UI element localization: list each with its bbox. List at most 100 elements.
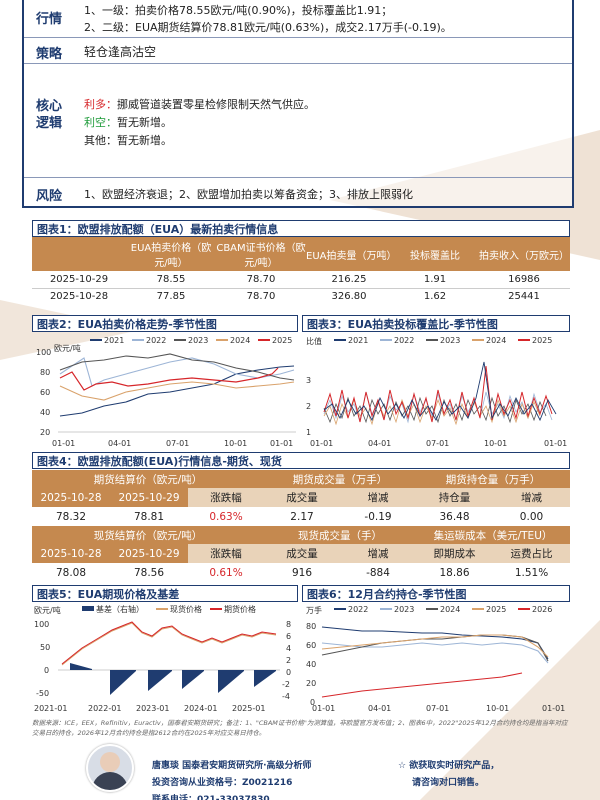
fig5-ytick-3: -50 — [36, 689, 49, 698]
fig2-xtick-1: 04-01 — [108, 439, 131, 448]
promo-line1: ☆ 欲获取实时研究产品， — [398, 761, 500, 771]
fig4-spot-volinc: -884 — [366, 566, 390, 579]
fig6-legend: 2022 2023 2024 2025 2026 — [334, 605, 552, 614]
fig1-r0-c1: 78.70 — [246, 273, 276, 285]
analyst-line1: 唐惠琰 国泰君安期货研究所·高级分析师 — [152, 761, 312, 771]
fig5-xtick-1: 2022-01 — [88, 704, 121, 713]
fig1-r1-c2: 326.80 — [331, 291, 367, 303]
fig2-xtick-2: 07-01 — [166, 439, 189, 448]
fig5-unit: 欧元/吨 — [34, 605, 61, 615]
fig4-spot-chg: 0.61% — [209, 566, 243, 579]
fig5-xtick-3: 2024-01 — [184, 704, 217, 713]
fig5-y2tick-2: 4 — [286, 644, 291, 653]
fig4-fut-chg-label: 涨跌幅 — [188, 488, 264, 507]
fig1-h4: 拍卖收入（万欧元） — [478, 237, 570, 271]
fig1-r1-c4: 25441 — [508, 291, 540, 303]
fig5-legend-2: 期货价格 — [224, 604, 256, 614]
fig4-fut-oiinc: 0.00 — [519, 510, 544, 523]
row-hangqing: 行情 1、一级：拍卖价格78.55欧元/吨(0.90%)，投标覆盖比1.91； … — [24, 0, 572, 38]
fig3-legend-4: 2025 — [532, 336, 552, 345]
fig4-fut-v2: 78.81 — [133, 510, 165, 523]
label-hexin: 核心逻辑 — [35, 99, 62, 131]
fig6-ytick-2: 40 — [306, 660, 316, 669]
fig2-chart: 欧元/吨 2021 2022 2023 2024 2025 100 80 60 … — [36, 336, 296, 448]
fig4-spot-ratio: 1.51% — [514, 566, 549, 579]
fig4-spot-vol-label: 成交量 — [264, 544, 340, 563]
fig4-table: 期货结算价（欧元/吨） 期货成交量（万手） 期货持仓量（万手） 2025-10-… — [32, 470, 570, 582]
fig6-ytick-3: 20 — [306, 679, 316, 688]
fig2-ytick-2: 60 — [40, 388, 50, 397]
fig4-spot-chg-label: 涨跌幅 — [188, 544, 264, 563]
fig2-legend-4: 2025 — [272, 336, 292, 345]
fig2-series-2023 — [59, 353, 295, 381]
fig6-xtick-4: 01-01 — [542, 704, 565, 713]
fig6-xtick-3: 10-01 — [486, 704, 509, 713]
fig3-series-2021 — [323, 361, 557, 422]
row-celue: 策略 轻仓逢高沽空 — [24, 38, 572, 64]
label-celue: 策略 — [35, 47, 62, 62]
hangqing-line1: 1、一级：拍卖价格78.55欧元/吨(0.90%)，投标覆盖比1.91； — [84, 4, 393, 17]
fig2-legend-2: 2023 — [188, 336, 208, 345]
fig6-series-2026 — [321, 672, 523, 698]
liduo-label: 利多： — [84, 98, 117, 111]
fig5-legend-0: 基差（右轴） — [96, 604, 144, 614]
fig4-spot-inc-label: 增减 — [340, 544, 416, 563]
fig6-legend-2: 2024 — [440, 605, 460, 614]
fig2-xtick-4: 01-01 — [270, 439, 293, 448]
fig4-spot-ratio-label: 运费占比 — [493, 544, 570, 563]
fig4-fut-vol-label: 成交量 — [264, 488, 340, 507]
footnote: 数据来源：ICE，EEX，Refinitiv，Euractiv，国泰君安期货研究… — [32, 719, 568, 737]
fig1-r0-c4: 16986 — [508, 273, 540, 285]
fig6-series-2022 — [321, 626, 549, 660]
fig3-chart: 比值 2021 2022 2023 2024 2025 3 2 1 01-01 … — [306, 336, 567, 448]
fig4-title: 图表4：欧盟排放配额(EUA)行情信息-期货、现货 — [32, 452, 570, 469]
fig3-xtick-1: 04-01 — [368, 439, 391, 448]
fig2-series-2024 — [59, 381, 295, 401]
fig6-xtick-2: 07-01 — [426, 704, 449, 713]
fig5-ytick-1: 50 — [40, 643, 50, 652]
fig4-fut-date1: 2025-10-28 — [32, 488, 110, 507]
fig3-legend-0: 2021 — [348, 336, 368, 345]
qita-line: 其他：暂无新增。 — [84, 132, 172, 148]
fig4-spot-cost-hdr: 集运碳成本（美元/TEU） — [416, 526, 570, 544]
fig2-legend-0: 2021 — [104, 336, 124, 345]
fig1-corner — [32, 237, 126, 271]
fig4-fut-oi: 36.48 — [439, 510, 470, 523]
promo-line2: 请咨询对口销售。 — [412, 778, 485, 788]
fig5-y2tick-3: 2 — [286, 656, 291, 665]
fig6-xtick-1: 04-01 — [368, 704, 391, 713]
fig6-chart: 万手 2022 2023 2024 2025 2026 80 60 40 20 … — [306, 605, 565, 713]
fig2-series-2021 — [59, 365, 295, 417]
fig6-ytick-4: 0 — [310, 698, 315, 707]
fig2-legend-3: 2024 — [230, 336, 250, 345]
row-hexin: 核心逻辑 利多：挪威管道装置零星检修限制天然气供应。 利空：暂无新增。 其他：暂… — [24, 64, 572, 178]
likong-line: 利空：暂无新增。 — [84, 114, 172, 130]
fig2-title: 图表2：EUA拍卖价格走势-季节性图 — [32, 315, 298, 332]
fig1-r1-c0: 77.85 — [156, 291, 186, 303]
celue-text: 轻仓逢高沽空 — [84, 45, 157, 59]
summary-box: 行情 1、一级：拍卖价格78.55欧元/吨(0.90%)，投标覆盖比1.91； … — [22, 0, 574, 208]
fig1-title: 图表1：欧盟排放配额（EUA）最新拍卖行情信息 — [32, 220, 570, 237]
fig3-ytick-0: 3 — [306, 376, 311, 385]
qita-text: 暂无新增。 — [117, 134, 172, 147]
fig3-legend: 2021 2022 2023 2024 2025 — [334, 336, 552, 345]
fig3-xtick-0: 01-01 — [310, 439, 333, 448]
fig4-spot-v1: 78.08 — [55, 566, 87, 579]
fig3-xtick-4: 01-01 — [544, 439, 567, 448]
fig2-legend-1: 2022 — [146, 336, 166, 345]
fig6-series-2025 — [321, 634, 549, 658]
analyst-line3: 联系电话：021-33037830 — [152, 795, 270, 800]
fig1-r0-c3: 1.91 — [423, 273, 447, 285]
fig2-ytick-0: 100 — [36, 348, 51, 357]
fig1-table: EUA拍卖价格（欧元/吨） CBAM证书价格（欧元/吨） EUA拍卖量（万吨） … — [32, 237, 570, 305]
fig1-r1-c1: 78.70 — [246, 291, 276, 303]
liduo-line: 利多：挪威管道装置零星检修限制天然气供应。 — [84, 96, 315, 112]
fig4-spot-vol: 916 — [291, 566, 313, 579]
fig2-xtick-3: 10-01 — [224, 439, 247, 448]
fig4-spot-settle-hdr: 现货结算价（欧元/吨） — [32, 526, 264, 544]
fig4-fut-inc-label: 增减 — [340, 488, 416, 507]
fig4-fut-settle-hdr: 期货结算价（欧元/吨） — [32, 470, 264, 488]
hangqing-line2: 2、二级：EUA期货结算价78.81欧元/吨(0.63%)，成交2.17万手(-… — [84, 21, 452, 34]
table-row: 78.08 78.56 0.61% 916 -884 18.86 1.51% — [32, 563, 570, 582]
fig2-ytick-1: 80 — [40, 368, 50, 377]
